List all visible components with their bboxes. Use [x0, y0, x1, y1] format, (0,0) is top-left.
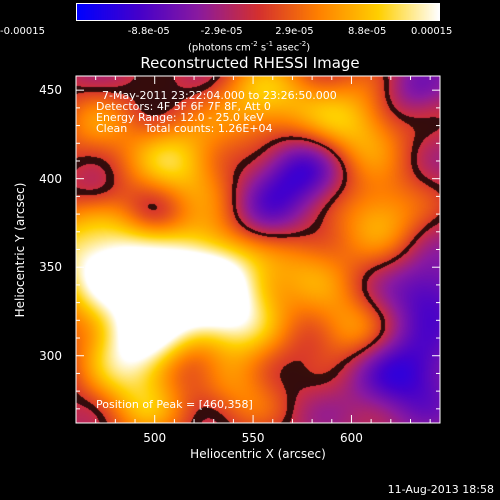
annotation-algorithm: Clean Total counts: 1.26E+04 [96, 122, 273, 135]
x-tick-label: 550 [241, 431, 265, 445]
colorbar-tick-label: 8.8e-05 [347, 26, 387, 37]
y-tick-label: 400 [39, 171, 62, 186]
annotation-energy: Energy Range: 12.0 - 25.0 keV [96, 111, 264, 124]
annotation-detectors: Detectors: 4F 5F 6F 7F 8F, Att 0 [96, 100, 271, 113]
colorbar-tick-label: 2.9e-05 [275, 26, 314, 37]
colorbar-tick-label: -8.8e-05 [127, 26, 170, 37]
colorbar-tick-label: -2.9e-05 [200, 26, 243, 37]
colorbar-tick-label: 0.00015 [411, 26, 453, 37]
x-tick-label: 600 [340, 431, 363, 445]
annotation-peak-position: Position of Peak = [460,358] [96, 398, 253, 411]
y-tick-label: 350 [39, 260, 62, 275]
x-axis-label: Heliocentric X (arcsec) [190, 447, 326, 461]
timestamp: 11-Aug-2013 18:58 [387, 483, 494, 496]
y-tick-label: 300 [39, 348, 62, 363]
colorbar-units: (photons cm-2 s-1 asec-2) [188, 40, 311, 54]
annotation-time-range: 7-May-2011 23:22:04.000 to 23:26:50.000 [102, 89, 337, 102]
colorbar [76, 3, 440, 21]
x-tick-label: 500 [143, 431, 167, 445]
y-tick-label: 450 [39, 83, 62, 98]
chart-title: Reconstructed RHESSI Image [140, 54, 360, 72]
colorbar-tick-label: -0.00015 [0, 26, 45, 37]
heatmap-image [76, 76, 440, 423]
y-axis-label: Heliocentric Y (arcsec) [13, 182, 27, 318]
